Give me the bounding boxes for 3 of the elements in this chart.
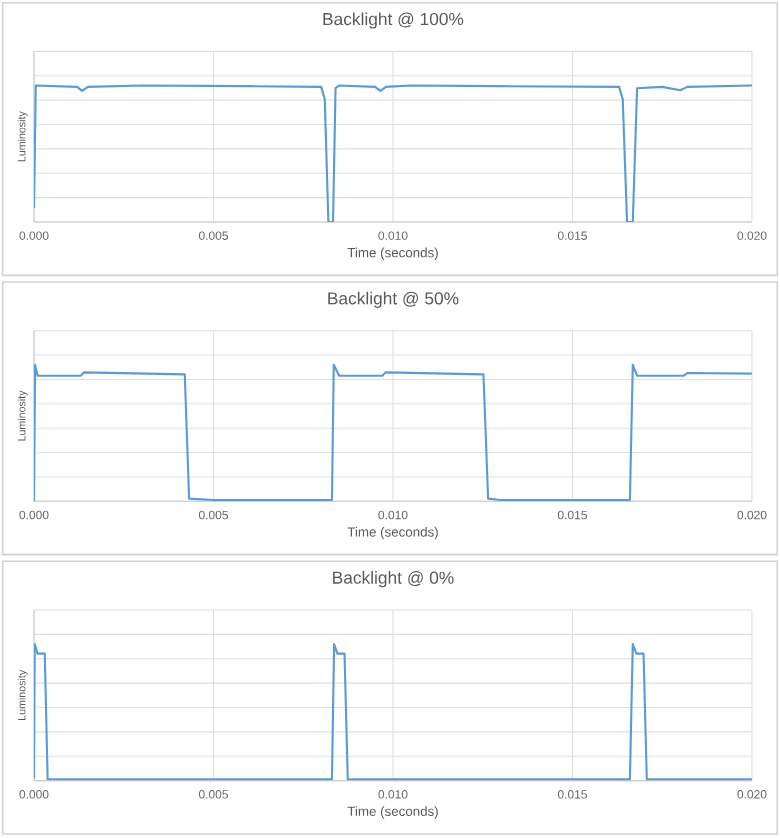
chart-title: Backlight @ 100% [323, 12, 464, 29]
chart-title: Backlight @ 50% [328, 291, 459, 308]
chart-title: Backlight @ 0% [333, 571, 454, 588]
